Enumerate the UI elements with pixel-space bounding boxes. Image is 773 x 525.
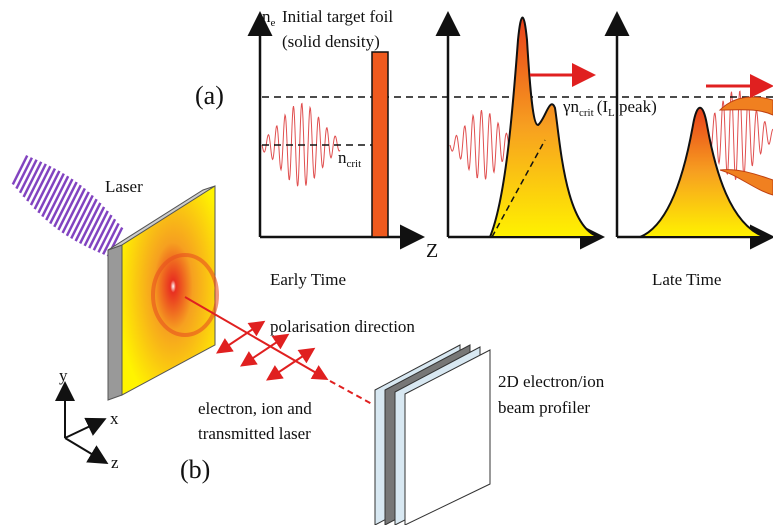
- density-profile: [488, 16, 601, 238]
- wave: [41, 172, 65, 218]
- wave: [83, 206, 106, 247]
- beam-label: electron, ion and: [198, 399, 312, 418]
- ring: [151, 253, 219, 337]
- time-label: Late Time: [652, 270, 721, 289]
- polarisation-label: polarisation direction: [270, 317, 415, 336]
- wave: [65, 191, 90, 237]
- peak-label: γncrit (IL peak): [562, 97, 657, 119]
- axis-label: y: [59, 366, 68, 385]
- density-axis-label: ne: [262, 7, 276, 29]
- wave: [15, 157, 33, 190]
- target-foil: [371, 51, 389, 238]
- wave: [88, 210, 109, 249]
- wave: [102, 222, 120, 255]
- profiler-label: 2D electron/ion: [498, 372, 605, 391]
- wave: [26, 163, 47, 202]
- wave: [97, 218, 117, 253]
- wave: [74, 198, 98, 242]
- wave: [29, 165, 52, 206]
- wave: [92, 214, 113, 251]
- critical-label: ncrit: [338, 148, 361, 170]
- foil-label: (solid density): [282, 32, 380, 51]
- panel-label: (b): [180, 455, 210, 484]
- wave: [22, 161, 43, 198]
- wave: [11, 155, 29, 185]
- wave: [78, 202, 102, 245]
- axis-label: x: [110, 409, 119, 428]
- foil-label: Initial target foil: [282, 7, 393, 26]
- density-profile: [639, 106, 766, 238]
- z-axis-label: Z: [426, 240, 438, 262]
- profile-guide: [491, 139, 546, 238]
- wave: [61, 187, 86, 234]
- wave: [45, 175, 70, 221]
- wave: [70, 194, 94, 240]
- panel-label: (a): [195, 81, 224, 110]
- foil-edge: [107, 244, 123, 401]
- polarisation-arrows: [216, 320, 316, 381]
- profiler-label: beam profiler: [498, 398, 590, 417]
- axis-label: z: [111, 453, 119, 472]
- wave: [53, 181, 78, 228]
- wave: [261, 102, 341, 187]
- wave: [18, 159, 38, 194]
- beam-axis: [329, 380, 373, 405]
- target-foil: [121, 185, 216, 396]
- time-label: Early Time: [270, 270, 346, 289]
- wave: [49, 178, 74, 225]
- beam-profiler: [374, 344, 491, 525]
- wave: [33, 167, 57, 210]
- laser-beam: [11, 155, 124, 257]
- wave: [37, 170, 61, 214]
- wave: [449, 109, 516, 180]
- beam-label: transmitted laser: [198, 424, 311, 443]
- laser-label: Laser: [105, 177, 143, 196]
- wave: [57, 184, 82, 231]
- coordinate-axes: [55, 381, 109, 465]
- ion-jets: [718, 96, 773, 196]
